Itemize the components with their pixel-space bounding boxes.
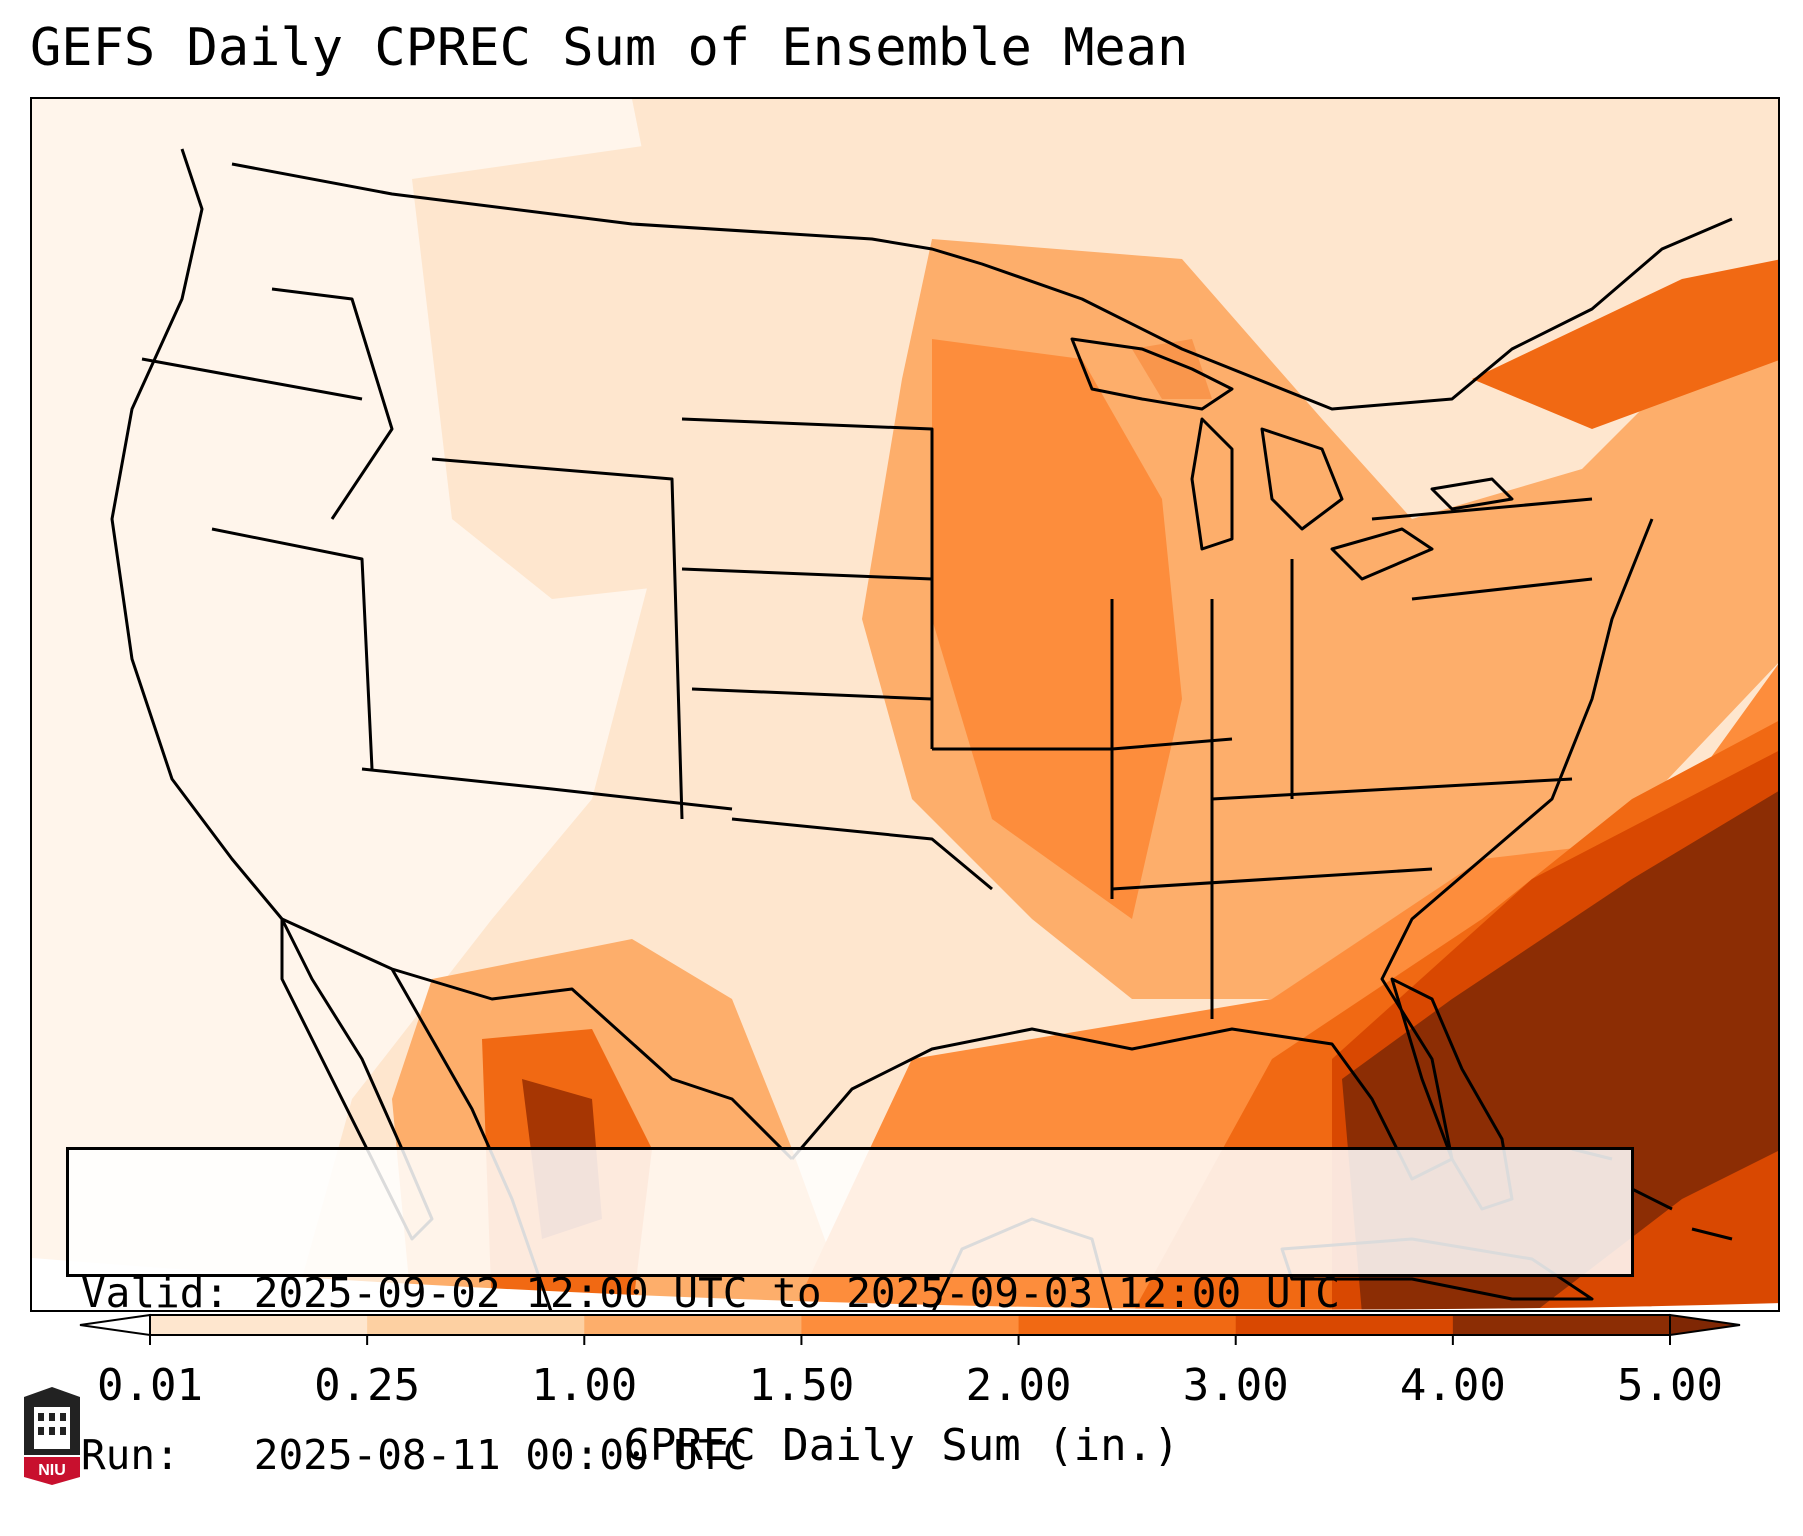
state-line-southeast xyxy=(1111,867,1433,891)
valid-line: Valid: 2025-09-02 12:00 UTC to 2025-09-0… xyxy=(81,1266,1619,1320)
precip-plains-light xyxy=(412,99,972,599)
colorbar-tick-label: 0.01 xyxy=(97,1360,203,1411)
state-line-ks-ok xyxy=(691,687,933,701)
run-label: Run: xyxy=(81,1431,230,1479)
colorbar-tick-label: 3.00 xyxy=(1182,1360,1289,1411)
colorbar-tick-label: 1.00 xyxy=(531,1360,638,1411)
colorbar-outline xyxy=(149,1314,1671,1336)
domain-edge xyxy=(32,1258,1778,1310)
map-boundaries xyxy=(110,148,1733,1310)
niu-logo: NIU xyxy=(24,1387,80,1485)
state-line-ok-tx xyxy=(731,817,993,891)
colorbar xyxy=(79,1313,1741,1345)
colorbar-tick-label: 0.25 xyxy=(314,1360,421,1411)
lake-ontario xyxy=(1430,477,1514,511)
lake-huron xyxy=(1260,427,1344,531)
valid-run-info-box: Valid: 2025-09-02 12:00 UTC to 2025-09-0… xyxy=(66,1147,1634,1479)
precip-map xyxy=(32,99,1778,1310)
colorbar-segment xyxy=(150,1315,368,1335)
colorbar-under-triangle xyxy=(79,1313,151,1337)
valid-label: Valid: xyxy=(81,1269,230,1317)
precip-field xyxy=(32,99,1778,1310)
colorbar-tick-label: 2.00 xyxy=(965,1360,1072,1411)
colorbar-segment xyxy=(584,1315,802,1335)
state-line-md-pa xyxy=(1411,577,1593,601)
state-line-plains xyxy=(681,417,934,749)
colorbar-tick-label: 1.50 xyxy=(748,1360,855,1411)
colorbar-segment xyxy=(1018,1315,1237,1335)
state-line-nv-ut xyxy=(211,527,374,770)
state-line-id xyxy=(271,287,394,520)
colorbar-over-triangle xyxy=(1669,1313,1741,1337)
state-line-36n xyxy=(361,767,733,811)
run-value: 2025-08-11 00:00 UTC xyxy=(253,1431,748,1479)
precip-northeast xyxy=(1472,259,1778,429)
state-line-pa-ny xyxy=(1371,497,1593,521)
state-line-tn-nc xyxy=(1211,777,1573,801)
run-line: Run: 2025-08-11 00:00 UTC xyxy=(81,1428,1619,1482)
colorbar-label: CPREC Daily Sum (in.) xyxy=(623,1420,1180,1471)
colorbar-segment xyxy=(1452,1315,1671,1335)
canada-us-border xyxy=(231,162,1733,411)
state-line-co xyxy=(431,457,684,820)
precip-midwest xyxy=(932,339,1182,919)
us-west-coastline xyxy=(110,148,284,920)
map-panel xyxy=(30,97,1780,1312)
chart-title: GEFS Daily CPREC Sum of Ensemble Mean xyxy=(30,18,1189,78)
state-line-ne-ks xyxy=(681,567,933,581)
valid-value: 2025-09-02 12:00 UTC to 2025-09-03 12:00… xyxy=(253,1269,1340,1317)
logo-text: NIU xyxy=(38,1462,66,1479)
colorbar-segment xyxy=(367,1315,585,1335)
colorbar-segment xyxy=(1235,1315,1454,1335)
state-line-or-ca xyxy=(141,357,363,401)
lake-superior xyxy=(1070,337,1234,411)
lake-michigan xyxy=(1190,417,1234,551)
lake-erie xyxy=(1330,527,1434,581)
colorbar-segment xyxy=(801,1315,1020,1335)
colorbar-tick-label: 5.00 xyxy=(1617,1360,1723,1411)
colorbar-tick-label: 4.00 xyxy=(1399,1360,1506,1411)
logo-red-band xyxy=(24,1457,80,1485)
